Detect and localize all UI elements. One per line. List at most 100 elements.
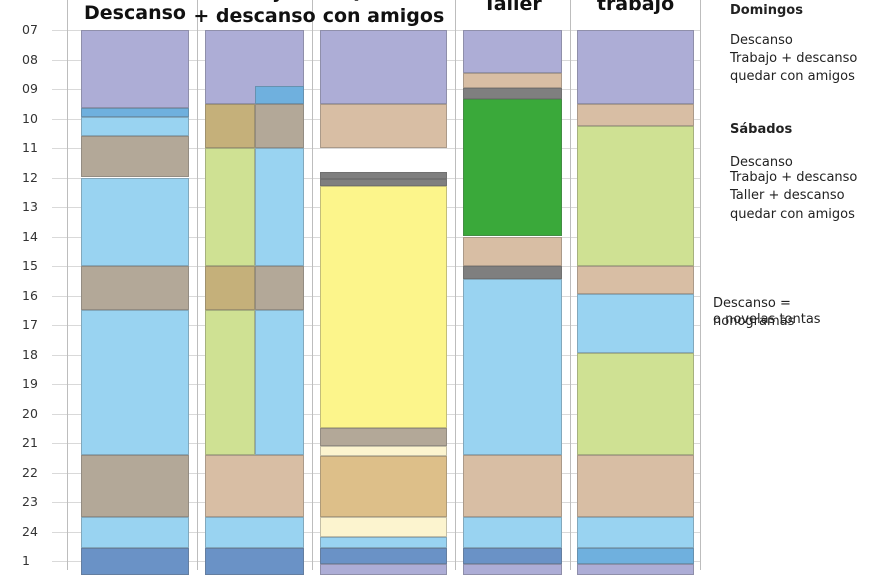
schedule-block-tan <box>320 456 447 517</box>
sabados-heading: Sábados <box>730 122 793 137</box>
schedule-block-mix <box>320 428 447 446</box>
note-line-2: o novelas tontas <box>713 312 821 327</box>
hour-gridline <box>52 148 700 149</box>
hour-label: 21 <box>22 434 38 450</box>
schedule-block-sleep <box>577 30 694 104</box>
column-trabajo-descanso <box>205 0 304 575</box>
column-divider <box>312 0 313 570</box>
schedule-block-rest <box>463 516 562 548</box>
hour-label: 17 <box>22 316 38 332</box>
column-divider <box>197 0 198 570</box>
schedule-block-mix <box>81 136 189 178</box>
hour-label: 11 <box>22 139 38 155</box>
column-dia-trabajo <box>577 0 694 575</box>
schedule-block-night <box>463 547 562 564</box>
column-title: Descanso <box>84 2 186 24</box>
schedule-block-transport <box>320 171 447 179</box>
schedule-block-work <box>577 353 694 455</box>
schedule-block-olive <box>205 103 255 148</box>
schedule-block-rest <box>81 310 189 455</box>
sabados-item-1: Descanso <box>730 155 793 170</box>
domingos-item-2: Trabajo + descanso <box>730 51 858 66</box>
note-line-1: Descanso = nonogramas <box>713 296 795 329</box>
schedule-block-rest <box>463 279 562 455</box>
column-title: Día de <box>557 0 714 2</box>
hour-label: 09 <box>22 80 38 96</box>
column-title: con amigos <box>322 5 445 27</box>
schedule-block-cream <box>320 445 447 457</box>
schedule-block-food <box>463 454 562 517</box>
hour-label: 24 <box>22 523 38 539</box>
column-divider <box>700 0 701 570</box>
column-title: trabajo <box>596 0 675 15</box>
schedule-block-work <box>577 125 694 266</box>
column-title: Trabajo <box>185 0 324 2</box>
schedule-block-transport <box>463 266 562 280</box>
sabados-item-4: quedar con amigos <box>730 207 855 222</box>
hour-label: 12 <box>22 169 38 185</box>
schedule-block-mix <box>81 454 189 517</box>
hour-label: 13 <box>22 198 38 214</box>
schedule-block-transport <box>463 87 562 100</box>
hour-label: 14 <box>22 228 38 244</box>
schedule-block-sleep <box>81 30 189 109</box>
schedule-block-rest <box>81 117 189 137</box>
hour-label: 15 <box>22 257 38 273</box>
column-divider <box>455 0 456 570</box>
schedule-block-mix <box>255 103 304 148</box>
schedule-block-night <box>81 547 189 575</box>
domingos-item-1: Descanso <box>730 33 793 48</box>
schedule-block-mix <box>255 266 304 311</box>
schedule-block-night <box>320 547 447 564</box>
schedule-block-food <box>463 236 562 266</box>
hour-label: 10 <box>22 110 38 126</box>
schedule-block-food <box>463 72 562 88</box>
hour-label: 20 <box>22 405 38 421</box>
schedule-block-work <box>205 310 255 455</box>
schedule-block-rest <box>577 294 694 354</box>
schedule-block-sleep <box>463 30 562 73</box>
hour-label: 07 <box>22 21 38 37</box>
schedule-block-food <box>577 266 694 295</box>
schedule-block-rest <box>255 148 304 266</box>
schedule-block-sleep <box>320 563 447 575</box>
hour-label: 16 <box>22 287 38 303</box>
column-title: + descanso <box>193 5 316 27</box>
sabados-item-3: Taller + descanso <box>730 188 845 203</box>
column-divider <box>570 0 571 570</box>
domingos-item-3: quedar con amigos <box>730 69 855 84</box>
schedule-block-rest <box>320 537 447 548</box>
column-title: Taller <box>483 0 542 15</box>
domingos-heading: Domingos <box>730 3 803 18</box>
schedule-block-transport <box>320 178 447 187</box>
schedule-block-food <box>577 103 694 126</box>
schedule-block-olive <box>205 266 255 311</box>
column-title: Quedar <box>300 0 467 2</box>
column-divider <box>67 0 68 570</box>
schedule-block-midblue <box>255 86 304 104</box>
schedule-block-mix <box>81 266 189 311</box>
schedule-block-food <box>577 454 694 517</box>
hour-label: 18 <box>22 346 38 362</box>
schedule-block-midblue <box>577 547 694 564</box>
hour-label: 23 <box>22 493 38 509</box>
schedule-block-rest <box>81 177 189 266</box>
schedule-block-food <box>320 103 447 148</box>
column-taller <box>463 0 562 575</box>
schedule-block-rest <box>577 516 694 548</box>
schedule-block-midblue <box>81 108 189 118</box>
schedule-block-sleep <box>320 30 447 104</box>
hour-label: 1 <box>22 552 30 568</box>
schedule-block-cream <box>320 516 447 538</box>
schedule-block-rest <box>255 310 304 455</box>
hour-label: 08 <box>22 51 38 67</box>
schedule-block-friends <box>320 186 447 429</box>
column-descanso <box>81 0 189 575</box>
schedule-block-food <box>205 454 304 517</box>
column-quedar-amigos <box>320 0 447 575</box>
hour-label: 19 <box>22 375 38 391</box>
schedule-block-rest <box>81 516 189 548</box>
sabados-item-2: Trabajo + descanso <box>730 170 858 185</box>
hour-label: 22 <box>22 464 38 480</box>
